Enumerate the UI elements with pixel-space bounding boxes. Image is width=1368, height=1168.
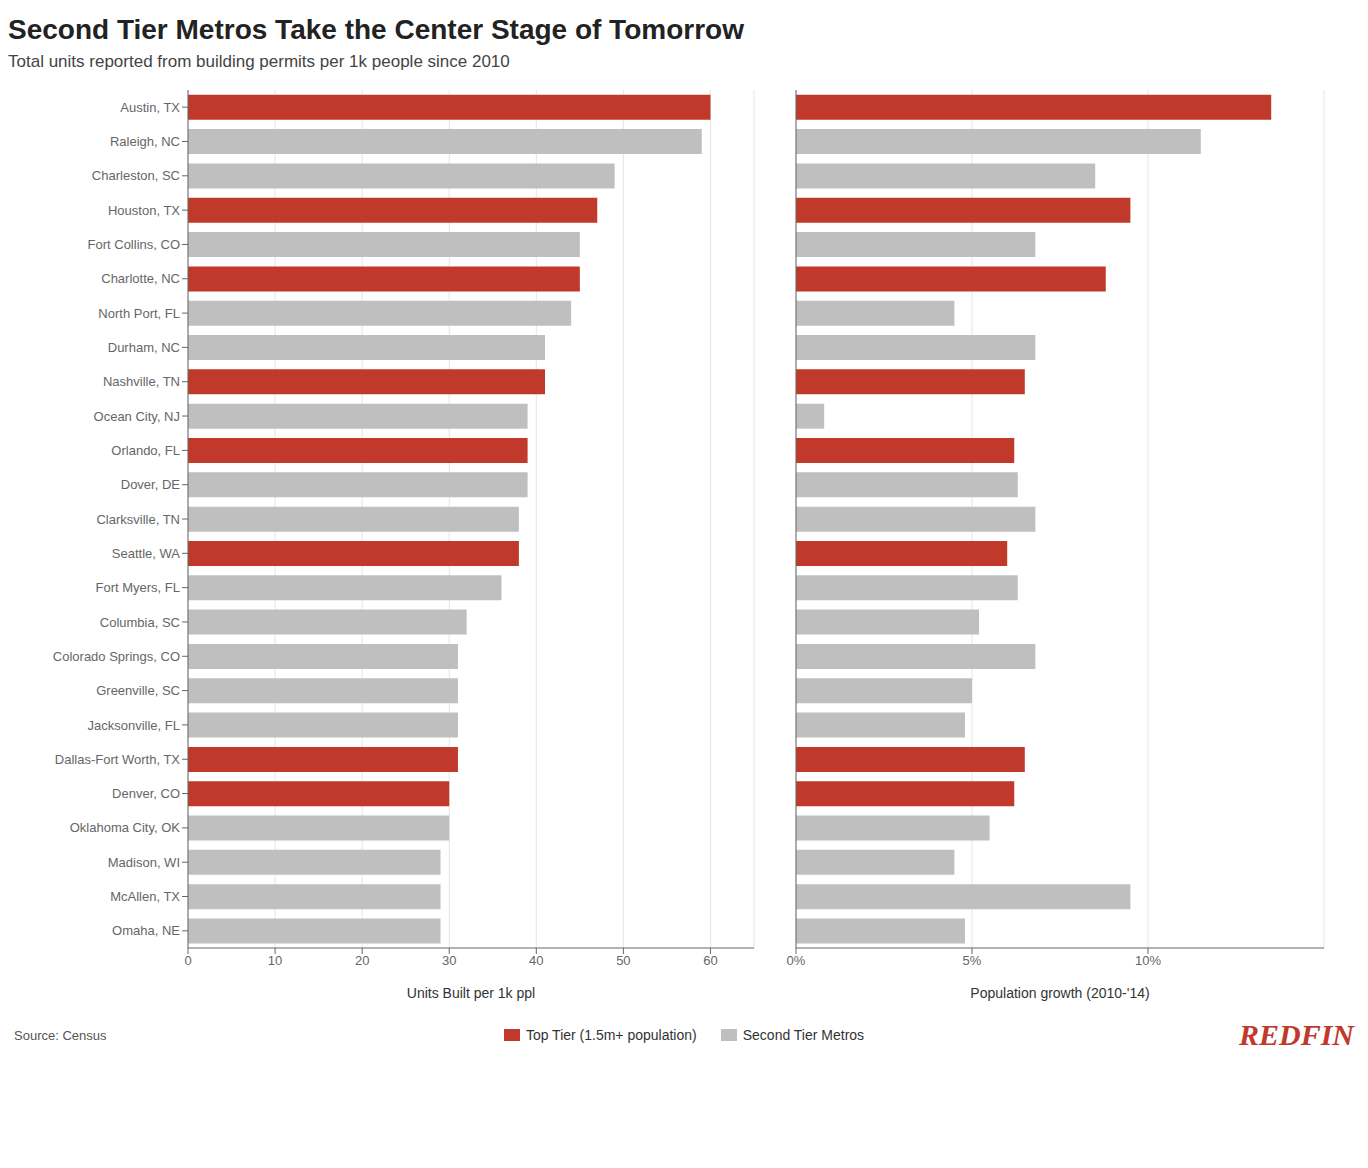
svg-text:Nashville, TN: Nashville, TN xyxy=(103,374,180,389)
svg-text:Houston, TX: Houston, TX xyxy=(108,203,180,218)
svg-text:Seattle, WA: Seattle, WA xyxy=(112,546,180,561)
svg-text:Fort Myers, FL: Fort Myers, FL xyxy=(95,580,180,595)
svg-text:Madison, WI: Madison, WI xyxy=(108,855,180,870)
svg-text:Durham, NC: Durham, NC xyxy=(108,340,180,355)
svg-text:Fort Collins, CO: Fort Collins, CO xyxy=(88,237,180,252)
svg-text:Ocean City, NJ: Ocean City, NJ xyxy=(94,409,180,424)
html-text:Source: Census: Source: Census xyxy=(14,1027,107,1043)
svg-text:North Port, FL: North Port, FL xyxy=(98,306,180,321)
svg-text:Columbia, SC: Columbia, SC xyxy=(100,615,180,630)
html-text:Second Tier Metros Take the Ce: Second Tier Metros Take the Center Stage… xyxy=(8,14,744,45)
svg-text:Dover, DE: Dover, DE xyxy=(121,477,181,492)
svg-text:Orlando, FL: Orlando, FL xyxy=(111,443,180,458)
svg-text:Population growth (2010-'14): Population growth (2010-'14) xyxy=(970,985,1149,1001)
svg-text:20: 20 xyxy=(355,953,369,968)
svg-text:0: 0 xyxy=(184,953,191,968)
svg-text:30: 30 xyxy=(442,953,456,968)
svg-text:Jacksonville, FL: Jacksonville, FL xyxy=(88,718,180,733)
svg-text:0%: 0% xyxy=(787,953,806,968)
svg-text:Clarksville, TN: Clarksville, TN xyxy=(96,512,180,527)
html-text:Total units reported from buil: Total units reported from building permi… xyxy=(8,52,510,71)
svg-text:Dallas-Fort Worth, TX: Dallas-Fort Worth, TX xyxy=(55,752,181,767)
svg-text:40: 40 xyxy=(529,953,543,968)
svg-text:Raleigh, NC: Raleigh, NC xyxy=(110,134,180,149)
svg-text:Denver, CO: Denver, CO xyxy=(112,786,180,801)
svg-text:10%: 10% xyxy=(1135,953,1161,968)
html-text:Top Tier (1.5m+ population): Top Tier (1.5m+ population) xyxy=(525,1027,697,1043)
svg-text:60: 60 xyxy=(703,953,717,968)
svg-text:Austin, TX: Austin, TX xyxy=(120,100,180,115)
svg-text:Oklahoma City, OK: Oklahoma City, OK xyxy=(70,820,181,835)
svg-text:Charlotte, NC: Charlotte, NC xyxy=(101,271,180,286)
svg-text:Charleston, SC: Charleston, SC xyxy=(92,168,180,183)
svg-text:Colorado Springs, CO: Colorado Springs, CO xyxy=(53,649,180,664)
svg-text:50: 50 xyxy=(616,953,630,968)
html-text:REDFIN: REDFIN xyxy=(1239,1018,1354,1051)
svg-text:Omaha, NE: Omaha, NE xyxy=(112,923,180,938)
svg-text:5%: 5% xyxy=(963,953,982,968)
svg-text:McAllen, TX: McAllen, TX xyxy=(110,889,180,904)
svg-text:Units Built per 1k ppl: Units Built per 1k ppl xyxy=(407,985,535,1001)
svg-text:10: 10 xyxy=(268,953,282,968)
svg-text:Greenville, SC: Greenville, SC xyxy=(96,683,180,698)
html-text:Second Tier Metros: Second Tier Metros xyxy=(742,1027,865,1043)
